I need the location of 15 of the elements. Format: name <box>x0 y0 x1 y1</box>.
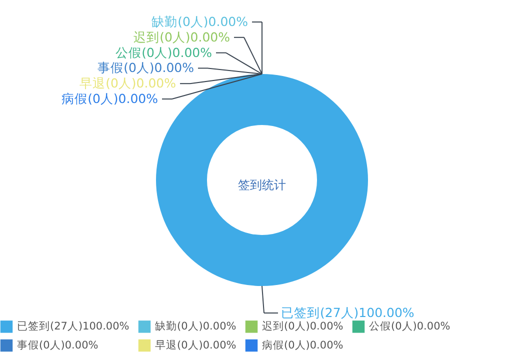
text: 签到统计 <box>238 178 286 192</box>
legend-label: 缺勤(0人)0.00% <box>155 320 236 333</box>
slice-label: 已签到(27人)100.00% <box>281 305 414 320</box>
category-label: 早退(0人)0.00% <box>80 76 176 91</box>
legend-label: 早退(0人)0.00% <box>155 338 236 352</box>
category-label: 公假(0人)0.00% <box>116 44 212 60</box>
category-label: 事假(0人)0.00% <box>98 60 194 76</box>
category-label: 病假(0人)0.00% <box>62 91 158 106</box>
category-label: 缺勤(0人)0.00% <box>152 14 248 29</box>
legend-label: 病假(0人)0.00% <box>262 338 344 352</box>
legend-label: 公假(0人)0.00% <box>369 320 450 333</box>
category-label: 迟到(0人)0.00% <box>134 29 230 44</box>
legend-label: 迟到(0人)0.00% <box>262 320 344 333</box>
legend-label: 已签到(27人)100.00% <box>17 320 130 333</box>
legend-label: 事假(0人)0.00% <box>17 338 98 352</box>
